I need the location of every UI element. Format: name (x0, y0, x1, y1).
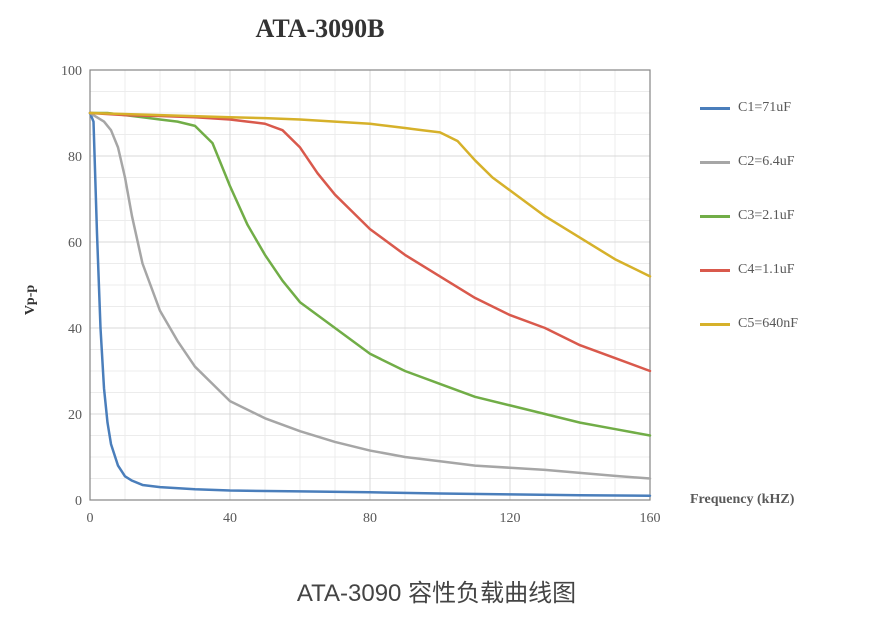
chart-area: Vp-p 02040608010004080120160 C1=71uFC2=6… (60, 60, 860, 540)
x-tick-label: 120 (500, 511, 521, 526)
legend: C1=71uF C2=6.4uF C3=2.1uF C4=1.1uF C5=640nF (700, 100, 798, 370)
x-tick-label: 80 (363, 511, 377, 526)
legend-swatch (700, 107, 730, 110)
page: ATA-3090B Vp-p 0 20 40 60 80 100 0 40 80 120 160 C… (0, 0, 873, 630)
chart-title: ATA-3090B (0, 14, 640, 44)
legend-label: C1=71uF (738, 100, 791, 116)
legend-swatch (700, 323, 730, 326)
legend-item-C5: C5=640nF (700, 316, 798, 332)
legend-label: C2=6.4uF (738, 154, 795, 170)
y-tick-label: 20 (68, 408, 82, 423)
legend-label: C4=1.1uF (738, 262, 795, 278)
legend-label: C3=2.1uF (738, 208, 795, 224)
legend-swatch (700, 215, 730, 218)
y-tick-label: 0 (75, 494, 82, 509)
y-tick-label: 100 (61, 64, 82, 79)
legend-swatch (700, 161, 730, 164)
chart-caption: ATA-3090 容性负载曲线图 (0, 573, 873, 608)
x-tick-label: 40 (223, 511, 237, 526)
legend-swatch (700, 269, 730, 272)
x-axis-label: Frequency (kHZ) (690, 492, 794, 508)
y-tick-label: 40 (68, 322, 82, 337)
y-tick-label: 60 (68, 236, 82, 251)
y-tick-label: 80 (68, 150, 82, 165)
legend-item-C2: C2=6.4uF (700, 154, 798, 170)
x-tick-label: 0 (87, 511, 94, 526)
y-axis-label: Vp-p (23, 285, 39, 315)
legend-item-C3: C3=2.1uF (700, 208, 798, 224)
x-tick-label: 160 (640, 511, 661, 526)
line-chart: 0 20 40 60 80 100 0 40 80 120 160 (60, 60, 660, 540)
legend-item-C1: C1=71uF (700, 100, 798, 116)
legend-item-C4: C4=1.1uF (700, 262, 798, 278)
legend-label: C5=640nF (738, 316, 798, 332)
